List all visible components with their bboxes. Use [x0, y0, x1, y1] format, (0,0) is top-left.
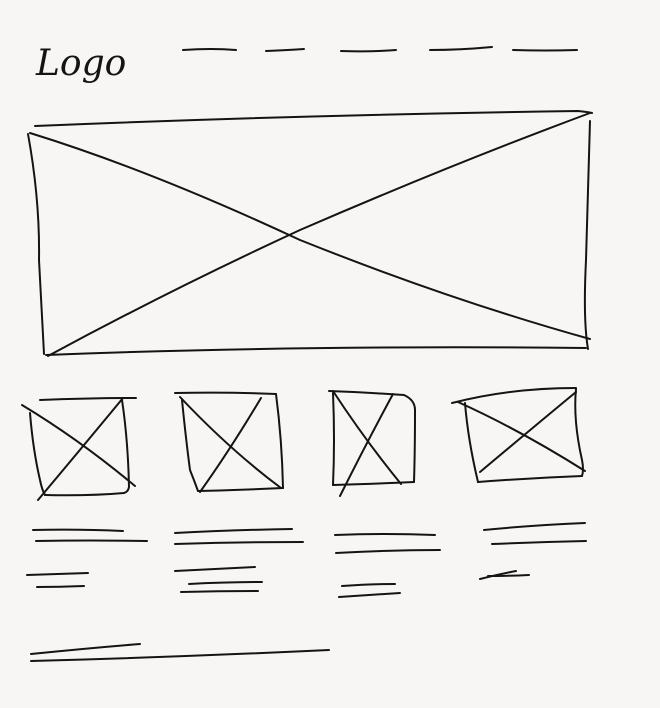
card-1-image-placeholder	[21, 397, 137, 501]
card-4-image-placeholder	[451, 387, 586, 483]
card-2-text-lines	[174, 528, 304, 593]
card-4[interactable]	[451, 387, 587, 580]
card-3[interactable]	[328, 390, 441, 598]
nav-item-3[interactable]	[340, 49, 397, 53]
nav-item-5[interactable]	[512, 49, 578, 52]
card-1-text-lines	[26, 528, 148, 588]
card-2[interactable]	[174, 391, 304, 593]
nav-item-4[interactable]	[429, 46, 493, 51]
nav-item-2[interactable]	[265, 48, 305, 52]
card-2-image-placeholder	[174, 391, 284, 493]
hero-image-placeholder	[27, 110, 593, 357]
card-1[interactable]	[21, 397, 148, 588]
nav-item-1[interactable]	[182, 48, 237, 51]
card-3-text-lines	[334, 533, 441, 598]
footer-text-lines	[30, 643, 330, 662]
card-4-text-lines	[479, 522, 587, 580]
card-3-image-placeholder	[328, 390, 416, 497]
logo[interactable]: Logo	[35, 43, 126, 84]
nav-bar	[182, 46, 578, 53]
